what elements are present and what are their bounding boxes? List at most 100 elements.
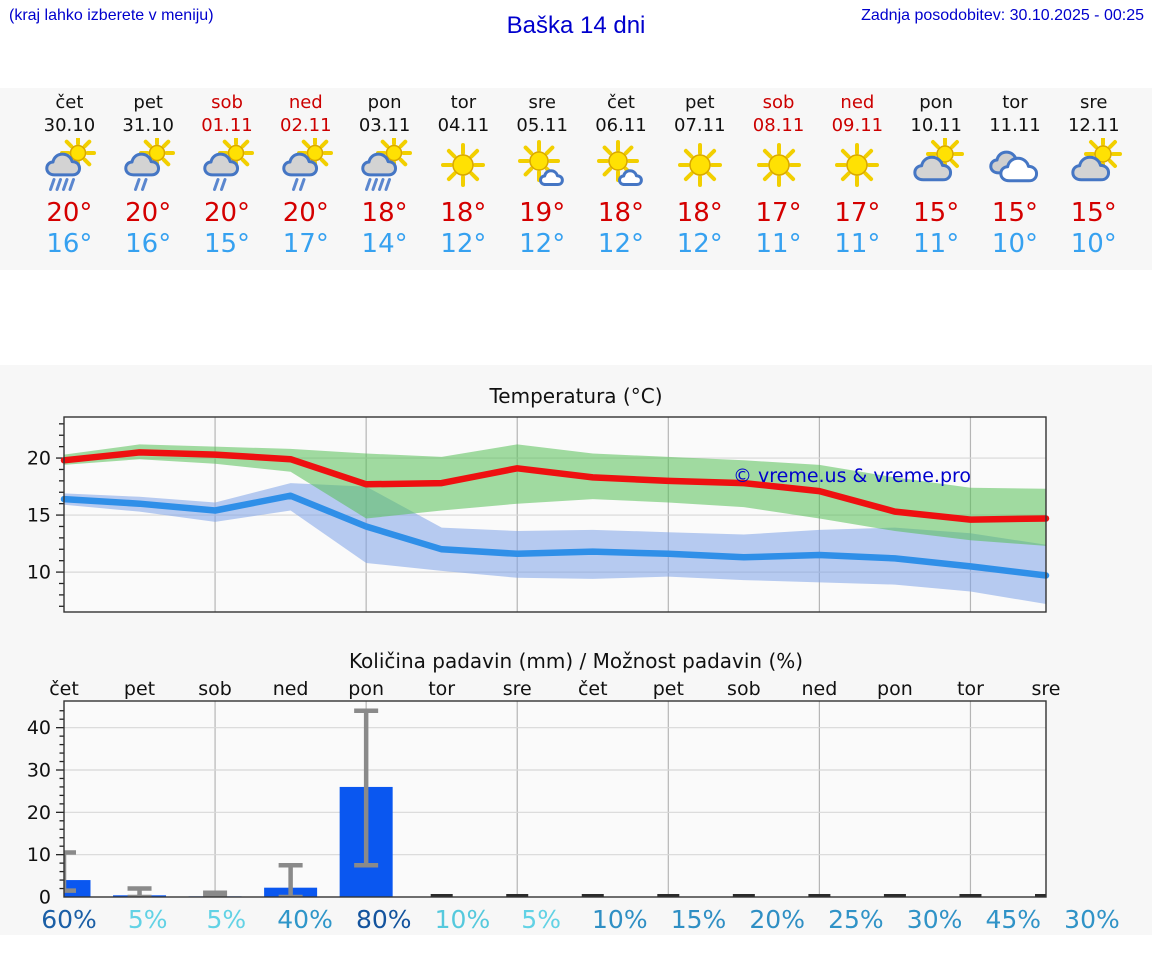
forecast-day: ned 09.11 17° 11°: [818, 92, 897, 270]
precip-day-label: tor: [957, 678, 984, 700]
sunny-few-clouds-icon: [596, 140, 643, 187]
precip-day-label: sob: [198, 678, 232, 700]
watermark-text: © vreme.us & vreme.pro: [733, 465, 971, 487]
last-updated-text: Zadnja posodobitev: 30.10.2025 - 00:25: [861, 7, 1144, 24]
zero-precipitation-mark: [657, 894, 680, 897]
sun-shape: [677, 143, 722, 187]
sunny-icon: [835, 143, 880, 187]
low-temperature: 11°: [755, 229, 802, 259]
high-temperature: 20°: [282, 198, 329, 228]
day-name: ned: [288, 92, 323, 113]
raindrop-shape: [49, 178, 56, 191]
day-weather: [345, 135, 424, 196]
day-name: čet: [606, 92, 635, 113]
high-temperature: 18°: [597, 198, 645, 228]
zero-precipitation-mark: [732, 894, 755, 897]
precipitation-probability-label: 5%: [207, 905, 247, 934]
cloud-shape: [45, 152, 82, 177]
precip-day-label: ned: [273, 678, 309, 700]
day-date: 03.11: [358, 115, 411, 136]
raindrop-shape: [62, 178, 69, 191]
forecast-day: čet 30.10 20° 16°: [30, 92, 109, 270]
sunny-icon: [756, 143, 801, 187]
raindrop-shape: [55, 178, 63, 191]
cloud-shape: [1071, 155, 1110, 182]
low-temperature: 17°: [282, 229, 329, 259]
day-weather: [266, 135, 345, 196]
sun-cloud-heavy-rain-icon: [360, 135, 412, 191]
day-date: 31.10: [122, 115, 174, 136]
day-name: pet: [684, 92, 715, 113]
day-weather: [503, 138, 582, 196]
day-date: 01.11: [201, 115, 253, 136]
raindrop-shape: [384, 178, 391, 191]
low-temperature: 12°: [519, 229, 566, 259]
precip-day-label: sre: [503, 678, 532, 700]
zero-precipitation-mark: [581, 894, 604, 897]
precip-bars-group: [64, 708, 1046, 897]
zero-precipitation-mark: [430, 894, 453, 897]
precipitation-probability-label: 45%: [985, 905, 1041, 934]
sunny-few-clouds-icon: [518, 140, 565, 187]
low-temperature: 11°: [913, 229, 960, 259]
precip-day-label: čet: [49, 678, 79, 700]
day-name: sre: [1080, 92, 1108, 113]
precip-day-label: sre: [1032, 678, 1061, 700]
sun-shape: [1083, 135, 1122, 173]
high-temperature: 18°: [440, 198, 487, 228]
high-temperature: 18°: [676, 198, 723, 228]
precipitation-probability-label: 5%: [128, 905, 168, 934]
zero-precipitation-mark: [1035, 894, 1046, 897]
day-weather: [1054, 135, 1133, 196]
sunny-icon: [677, 143, 722, 187]
raindrop-shape: [68, 178, 76, 191]
precipitation-probability-label: 10%: [435, 905, 491, 934]
day-date: 04.11: [437, 115, 490, 136]
zero-precipitation-mark: [506, 894, 529, 897]
day-weather: [424, 138, 503, 196]
day-weather: [818, 138, 897, 196]
sun-shape: [60, 135, 97, 171]
precip-ytick-label: 30: [27, 760, 51, 782]
precipitation-probability-label: 60%: [41, 905, 97, 934]
day-name: ned: [840, 92, 875, 113]
high-temperature: 20°: [46, 198, 93, 228]
raindrop-shape: [371, 178, 378, 191]
sun-cloud-light-rain-icon: [203, 135, 254, 191]
day-date: 10.11: [910, 115, 962, 136]
low-temperature: 12°: [676, 229, 723, 259]
forecast-day: pet 31.10 20° 16°: [109, 92, 188, 270]
raindrop-shape: [291, 178, 299, 191]
day-date: 05.11: [516, 115, 568, 136]
high-temperature: 20°: [125, 198, 172, 228]
page-title: Baška 14 dni: [506, 12, 646, 39]
raindrop-shape: [364, 178, 372, 191]
cloudy-icon: [989, 150, 1039, 183]
temperature-chart-title: Temperatura (°C): [488, 385, 662, 408]
cloud-shape: [203, 152, 240, 177]
sun-cloud-light-rain-icon: [124, 135, 176, 191]
day-weather: [897, 135, 976, 196]
day-name: pon: [919, 92, 954, 113]
zero-precipitation-mark: [883, 894, 906, 897]
forecast-day: tor 11.11 15° 10°: [976, 92, 1055, 270]
day-weather: [660, 138, 739, 196]
raindrop-shape: [141, 178, 148, 191]
min-temperature-line: [60, 492, 1050, 579]
precip-plot-border: [63, 700, 1047, 898]
cloud-sun-icon: [913, 135, 965, 182]
high-temperature: 18°: [361, 198, 408, 228]
cloud-shape: [913, 155, 953, 182]
precipitation-probability-label: 10%: [592, 905, 648, 934]
cloud-shape: [999, 156, 1039, 183]
precipitation-probability-label: 25%: [828, 905, 884, 934]
day-name: pon: [367, 92, 402, 113]
low-temperature: 10°: [1070, 229, 1117, 259]
high-temperature: 15°: [913, 198, 960, 228]
forecast-day: pet 07.11 18° 12°: [660, 92, 739, 270]
day-date: 02.11: [280, 115, 332, 136]
high-temperature: 17°: [755, 198, 802, 228]
precip-day-label: sob: [727, 678, 761, 700]
forecast-day: sob 01.11 20° 15°: [188, 92, 267, 270]
day-date: 12.11: [1067, 115, 1120, 136]
